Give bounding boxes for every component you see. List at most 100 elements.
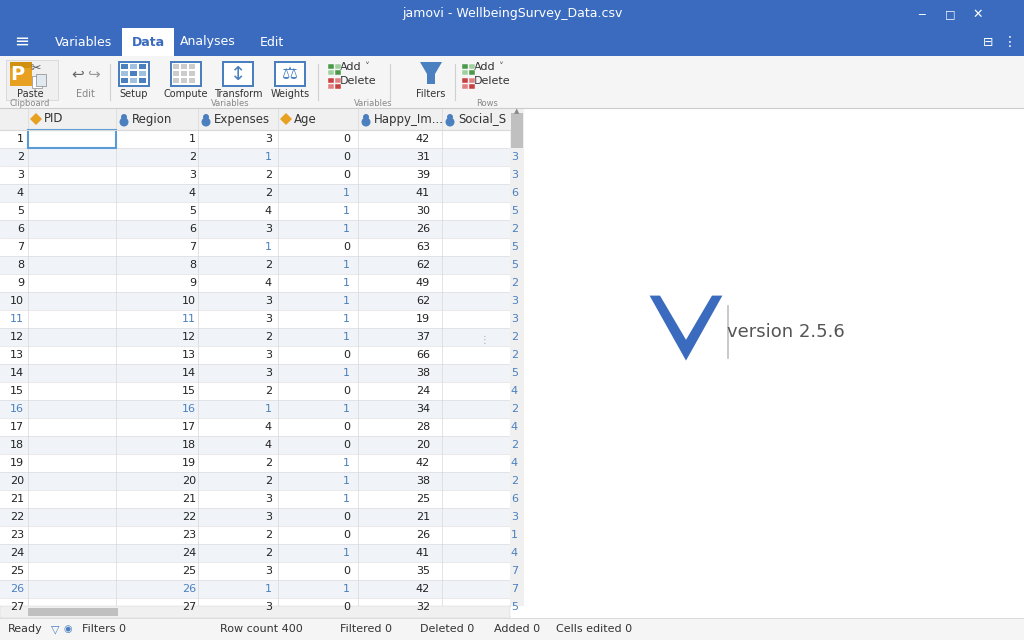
Bar [328, 70, 334, 75]
Text: 4: 4 [511, 548, 518, 558]
Polygon shape [649, 296, 722, 360]
Circle shape [121, 114, 127, 120]
Bar [0, 310, 510, 328]
Text: 20: 20 [182, 476, 196, 486]
Text: 2: 2 [265, 260, 272, 270]
Text: 24: 24 [416, 386, 430, 396]
Bar [335, 64, 341, 69]
Text: 2: 2 [511, 350, 518, 360]
Text: 2: 2 [511, 278, 518, 288]
Text: Add: Add [340, 62, 361, 72]
Text: version 2.5.6: version 2.5.6 [727, 323, 845, 341]
Text: ↕: ↕ [229, 65, 246, 83]
Bar [173, 64, 179, 69]
Text: 2: 2 [265, 530, 272, 540]
Text: 1: 1 [265, 584, 272, 594]
Bar [462, 64, 468, 69]
Text: 14: 14 [10, 368, 24, 378]
Bar [0, 148, 510, 166]
Text: 12: 12 [10, 332, 24, 342]
Text: 24: 24 [10, 548, 24, 558]
Bar [0, 0, 1024, 28]
Bar [0, 526, 510, 544]
Text: 26: 26 [416, 530, 430, 540]
Text: 0: 0 [343, 386, 350, 396]
Text: 0: 0 [343, 422, 350, 432]
Text: Filters: Filters [417, 89, 445, 99]
Text: 6: 6 [17, 224, 24, 234]
Bar [0, 418, 510, 436]
Text: 49: 49 [416, 278, 430, 288]
Text: 3: 3 [511, 152, 518, 162]
Text: 2: 2 [265, 548, 272, 558]
Bar [0, 508, 510, 526]
Text: 5: 5 [511, 242, 518, 252]
Bar [0, 108, 480, 606]
Text: 38: 38 [416, 368, 430, 378]
Text: Compute: Compute [164, 89, 208, 99]
Bar [181, 78, 187, 83]
Text: Filtered 0: Filtered 0 [340, 624, 392, 634]
Text: Setup: Setup [120, 89, 148, 99]
Text: Happy_Im...: Happy_Im... [374, 113, 444, 125]
Bar [10, 62, 32, 68]
Text: 5: 5 [511, 206, 518, 216]
Text: 5: 5 [189, 206, 196, 216]
Text: ◉: ◉ [63, 624, 73, 634]
Text: 42: 42 [416, 584, 430, 594]
Text: 2: 2 [265, 386, 272, 396]
Text: 3: 3 [17, 170, 24, 180]
Text: 4: 4 [511, 422, 518, 432]
Text: Expenses: Expenses [214, 113, 270, 125]
Text: Clipboard: Clipboard [10, 99, 50, 109]
Text: 2: 2 [265, 188, 272, 198]
Bar [0, 328, 510, 346]
Text: 3: 3 [265, 512, 272, 522]
Text: 5: 5 [511, 602, 518, 612]
Text: 5: 5 [511, 260, 518, 270]
Text: 4: 4 [188, 188, 196, 198]
Text: 3: 3 [265, 134, 272, 144]
Text: 4: 4 [265, 206, 272, 216]
Text: 3: 3 [265, 602, 272, 612]
Bar [181, 64, 187, 69]
Text: 0: 0 [343, 170, 350, 180]
Bar [335, 78, 341, 83]
Text: 0: 0 [343, 152, 350, 162]
Bar [0, 436, 510, 454]
Text: ─: ─ [919, 9, 926, 19]
Bar [139, 71, 146, 76]
Text: 18: 18 [182, 440, 196, 450]
Bar [469, 64, 475, 69]
Text: 4: 4 [511, 386, 518, 396]
Text: 1: 1 [343, 206, 350, 216]
Text: 1: 1 [343, 368, 350, 378]
Text: 26: 26 [182, 584, 196, 594]
Text: 63: 63 [416, 242, 430, 252]
Bar [335, 84, 341, 89]
Text: 1: 1 [343, 278, 350, 288]
Text: 23: 23 [10, 530, 24, 540]
Text: Social_S: Social_S [458, 113, 506, 125]
Text: 16: 16 [182, 404, 196, 414]
Text: 3: 3 [265, 494, 272, 504]
Bar [10, 62, 32, 86]
Text: 42: 42 [416, 458, 430, 468]
Text: 0: 0 [343, 530, 350, 540]
Bar [130, 71, 137, 76]
Text: 4: 4 [265, 440, 272, 450]
Text: 2: 2 [188, 152, 196, 162]
Bar [328, 64, 334, 69]
Text: 1: 1 [265, 620, 272, 630]
Text: 24: 24 [181, 548, 196, 558]
Bar [139, 78, 146, 83]
Text: Delete: Delete [474, 76, 511, 86]
Text: P: P [10, 65, 25, 83]
Bar [0, 108, 510, 130]
Text: 2: 2 [511, 440, 518, 450]
Text: 1: 1 [265, 404, 272, 414]
Text: 2: 2 [265, 332, 272, 342]
Text: 2: 2 [16, 152, 24, 162]
Text: 10: 10 [182, 296, 196, 306]
Text: 3: 3 [511, 296, 518, 306]
